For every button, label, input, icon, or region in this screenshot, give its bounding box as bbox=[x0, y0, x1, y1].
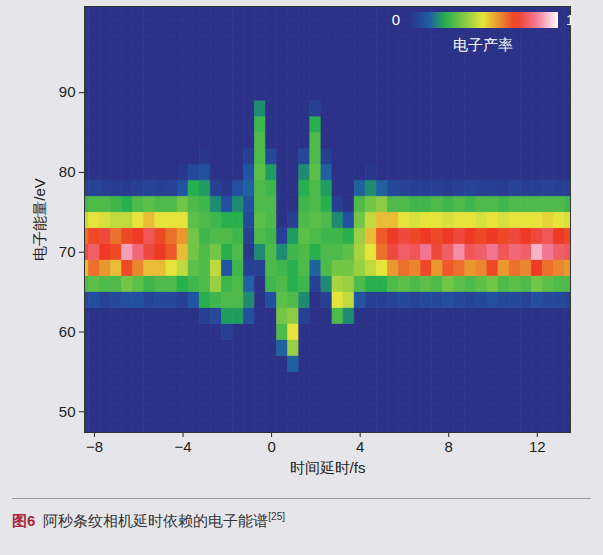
svg-text:电子产率: 电子产率 bbox=[453, 36, 513, 53]
svg-text:80: 80 bbox=[59, 163, 76, 180]
svg-text:70: 70 bbox=[59, 243, 76, 260]
svg-text:8: 8 bbox=[445, 438, 453, 455]
svg-text:时间延时/fs: 时间延时/fs bbox=[290, 459, 366, 476]
svg-text:0: 0 bbox=[392, 11, 400, 28]
svg-text:4: 4 bbox=[356, 438, 364, 455]
svg-text:电子能量/eV: 电子能量/eV bbox=[31, 178, 48, 261]
html-text:图6: 图6 bbox=[12, 512, 36, 529]
svg-text:12: 12 bbox=[529, 438, 546, 455]
svg-text:60: 60 bbox=[59, 323, 76, 340]
html-text:阿秒条纹相机延时依赖的电子能谱[25]: 阿秒条纹相机延时依赖的电子能谱[25] bbox=[43, 511, 285, 529]
svg-text:1: 1 bbox=[566, 11, 574, 28]
svg-text:−8: −8 bbox=[86, 438, 103, 455]
svg-text:90: 90 bbox=[59, 83, 76, 100]
svg-text:50: 50 bbox=[59, 403, 76, 420]
svg-text:−4: −4 bbox=[174, 438, 191, 455]
svg-text:0: 0 bbox=[267, 438, 275, 455]
